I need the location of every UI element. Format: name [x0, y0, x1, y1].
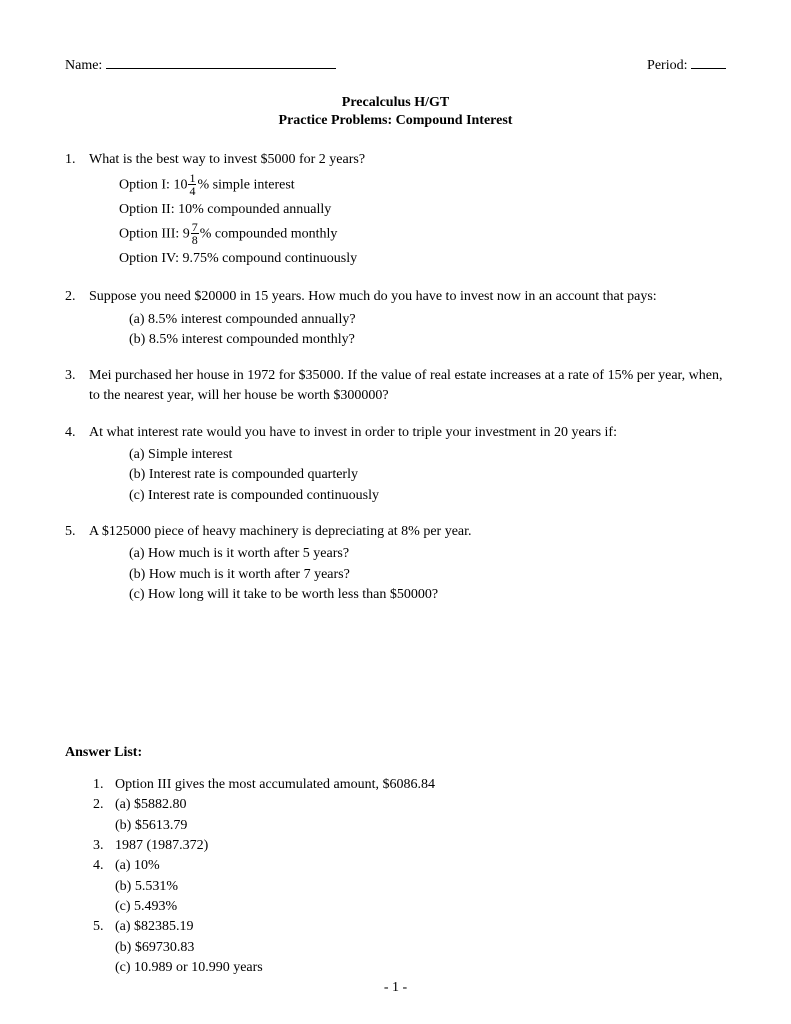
option: Option I: 1014% simple interest — [119, 173, 726, 198]
answer-body: (a) $82385.19 (b) $69730.83 (c) 10.989 o… — [115, 917, 726, 978]
problem: 4. At what interest rate would you have … — [65, 423, 726, 506]
answer-number: 5. — [93, 917, 115, 978]
answers-list: 1. Option III gives the most accumulated… — [65, 775, 726, 978]
problem-number: 1. — [65, 150, 89, 271]
option: Option III: 978% compounded monthly — [119, 222, 726, 247]
answer-body: 1987 (1987.372) — [115, 836, 726, 856]
fraction-den: 8 — [191, 234, 199, 246]
problem-body: Mei purchased her house in 1972 for $350… — [89, 366, 726, 407]
answer-body: Option III gives the most accumulated am… — [115, 775, 726, 795]
problems-list: 1. What is the best way to invest $5000 … — [65, 150, 726, 605]
problem-number: 4. — [65, 423, 89, 506]
option-prefix: Option II: 10% compounded annually — [119, 202, 331, 217]
title-line2: Practice Problems: Compound Interest — [65, 112, 726, 130]
subpart: (a) Simple interest — [129, 445, 726, 465]
problem-text: What is the best way to invest $5000 for… — [89, 152, 365, 167]
name-label: Name: — [65, 58, 102, 73]
name-field: Name: — [65, 55, 336, 74]
answer: 3. 1987 (1987.372) — [93, 836, 726, 856]
problem-body: At what interest rate would you have to … — [89, 423, 726, 506]
problem-body: Suppose you need $20000 in 15 years. How… — [89, 287, 726, 350]
subpart: (a) 8.5% interest compounded annually? — [129, 310, 726, 330]
answer-number: 3. — [93, 836, 115, 856]
title-block: Precalculus H/GT Practice Problems: Comp… — [65, 94, 726, 130]
period-label: Period: — [647, 58, 687, 73]
problem-text: At what interest rate would you have to … — [89, 425, 617, 440]
option-prefix: Option III: 9 — [119, 227, 190, 242]
header-row: Name: Period: — [65, 55, 726, 74]
problem-subparts: (a) Simple interest (b) Interest rate is… — [89, 445, 726, 506]
problem-number: 3. — [65, 366, 89, 407]
problem-text: Mei purchased her house in 1972 for $350… — [89, 368, 722, 403]
problem-subparts: (a) How much is it worth after 5 years? … — [89, 544, 726, 605]
problem-subparts: (a) 8.5% interest compounded annually? (… — [89, 310, 726, 351]
answer-number: 4. — [93, 856, 115, 917]
answer-line: (b) 5.531% — [115, 877, 726, 897]
period-blank — [691, 55, 726, 69]
option-prefix: Option IV: 9.75% compound continuously — [119, 251, 357, 266]
answer-number: 2. — [93, 795, 115, 836]
problem-number: 2. — [65, 287, 89, 350]
answer-body: (a) 10% (b) 5.531% (c) 5.493% — [115, 856, 726, 917]
problem: 5. A $125000 piece of heavy machinery is… — [65, 522, 726, 605]
problem-text: A $125000 piece of heavy machinery is de… — [89, 524, 472, 539]
option-prefix: Option I: 10 — [119, 177, 187, 192]
answer-line: (b) $5613.79 — [115, 816, 726, 836]
problem-options: Option I: 1014% simple interest Option I… — [89, 173, 726, 270]
subpart: (c) Interest rate is compounded continuo… — [129, 486, 726, 506]
answer-body: (a) $5882.80 (b) $5613.79 — [115, 795, 726, 836]
problem: 3. Mei purchased her house in 1972 for $… — [65, 366, 726, 407]
option-suffix: % compounded monthly — [200, 227, 338, 242]
fraction-num: 1 — [188, 172, 196, 185]
subpart: (b) How much is it worth after 7 years? — [129, 565, 726, 585]
answer-line: 1987 (1987.372) — [115, 836, 726, 856]
answer-line: Option III gives the most accumulated am… — [115, 775, 726, 795]
problem: 1. What is the best way to invest $5000 … — [65, 150, 726, 271]
option: Option IV: 9.75% compound continuously — [119, 249, 726, 269]
name-blank — [106, 55, 336, 69]
answer-heading: Answer List: — [65, 745, 726, 761]
answer: 4. (a) 10% (b) 5.531% (c) 5.493% — [93, 856, 726, 917]
fraction-den: 4 — [188, 185, 196, 197]
fraction: 14 — [188, 172, 196, 197]
problem-number: 5. — [65, 522, 89, 605]
answer: 1. Option III gives the most accumulated… — [93, 775, 726, 795]
answer-line: (b) $69730.83 — [115, 938, 726, 958]
option: Option II: 10% compounded annually — [119, 200, 726, 220]
answer: 5. (a) $82385.19 (b) $69730.83 (c) 10.98… — [93, 917, 726, 978]
answer: 2. (a) $5882.80 (b) $5613.79 — [93, 795, 726, 836]
problem-body: A $125000 piece of heavy machinery is de… — [89, 522, 726, 605]
answer-line: (c) 10.989 or 10.990 years — [115, 958, 726, 978]
problem-body: What is the best way to invest $5000 for… — [89, 150, 726, 271]
subpart: (c) How long will it take to be worth le… — [129, 585, 726, 605]
option-suffix: % simple interest — [197, 177, 294, 192]
answer-line: (a) $5882.80 — [115, 795, 726, 815]
subpart: (b) 8.5% interest compounded monthly? — [129, 330, 726, 350]
title-line1: Precalculus H/GT — [65, 94, 726, 112]
page-footer: - 1 - — [0, 980, 791, 996]
period-field: Period: — [647, 55, 726, 74]
answer-number: 1. — [93, 775, 115, 795]
fraction: 78 — [191, 221, 199, 246]
answer-line: (a) $82385.19 — [115, 917, 726, 937]
answer-line: (c) 5.493% — [115, 897, 726, 917]
subpart: (b) Interest rate is compounded quarterl… — [129, 465, 726, 485]
answer-line: (a) 10% — [115, 856, 726, 876]
problem-text: Suppose you need $20000 in 15 years. How… — [89, 289, 657, 304]
problem: 2. Suppose you need $20000 in 15 years. … — [65, 287, 726, 350]
subpart: (a) How much is it worth after 5 years? — [129, 544, 726, 564]
